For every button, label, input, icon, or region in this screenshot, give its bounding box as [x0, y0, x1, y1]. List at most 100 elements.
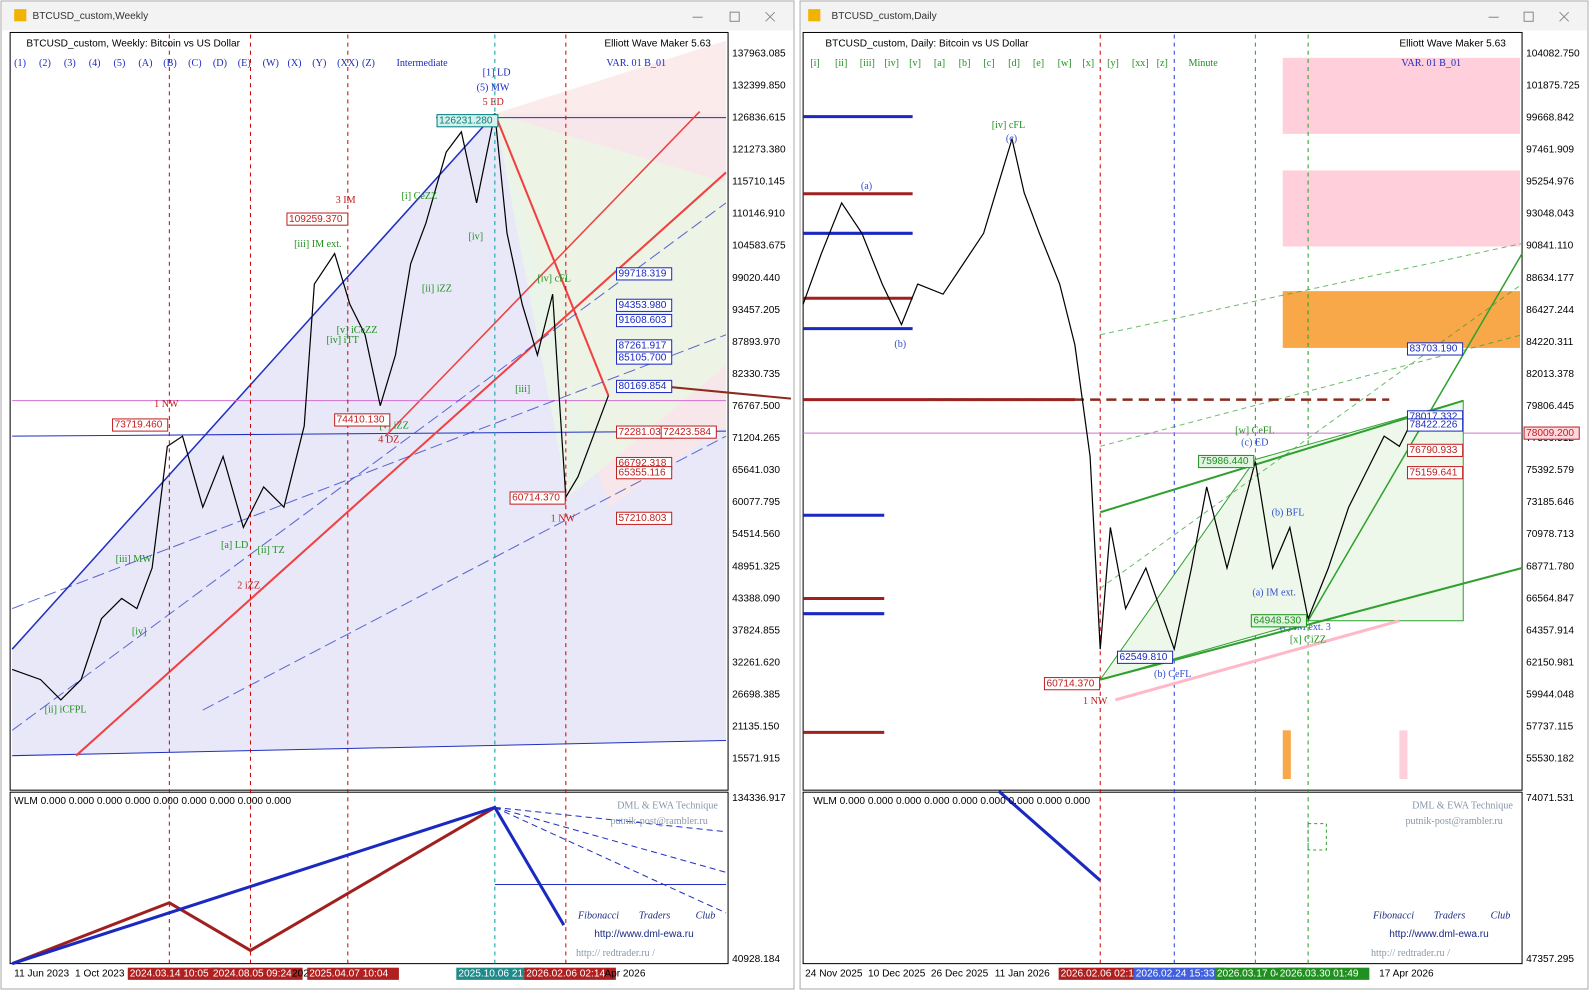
wave-button[interactable]: [w]: [1058, 58, 1072, 69]
wave-label: 1 NW: [551, 514, 576, 525]
price-axis-label: 86427.244: [1526, 305, 1574, 316]
wave-button[interactable]: (X): [287, 58, 301, 69]
wave-button[interactable]: (D): [213, 58, 227, 69]
price-box: 74410.130: [337, 415, 385, 426]
indicator-name: Elliott Wave Maker 5.63: [1399, 38, 1506, 49]
wave-button[interactable]: [z]: [1157, 58, 1168, 69]
chart-header: BTCUSD_custom, Daily: Bitcoin vs US Doll…: [825, 38, 1029, 49]
wave-button[interactable]: (XX): [337, 58, 358, 69]
wave-button[interactable]: (5): [114, 58, 126, 69]
footer-link[interactable]: http://www.dml-ewa.ru: [1389, 929, 1489, 940]
price-box-frame: [1250, 614, 1307, 628]
wave-button[interactable]: [ii]: [835, 58, 847, 69]
wave-label: [ii] iCFPL: [45, 704, 87, 715]
price-box-frame: [1523, 426, 1580, 440]
wave-label: (c) IM ext. 3: [1280, 622, 1331, 633]
price-box-frame: [616, 466, 673, 480]
watermark: DML & EWA Technique: [1412, 801, 1513, 812]
price-axis-label: 137963.085: [732, 48, 786, 59]
wave-button[interactable]: [iv]: [884, 58, 899, 69]
price-box: 76790.933: [1410, 445, 1458, 456]
window-title: BTCUSD_custom,Daily: [832, 11, 938, 22]
wave-button[interactable]: [x]: [1082, 58, 1094, 69]
sub-window: [9, 791, 729, 965]
wave-button[interactable]: [xx]: [1132, 58, 1149, 69]
price-box-frame: [616, 511, 673, 525]
wave-button[interactable]: (1): [14, 58, 26, 69]
wave-button[interactable]: [d]: [1008, 58, 1020, 69]
price-box: 99718.319: [619, 269, 667, 280]
wave-button[interactable]: (E): [238, 58, 251, 69]
wave-label: [a] LD: [221, 540, 248, 551]
wave-button[interactable]: [e]: [1033, 58, 1044, 69]
wave-button[interactable]: [a]: [934, 58, 945, 69]
daily-drawing: [802, 34, 1523, 964]
date-axis-label: 26 Dec 2025: [931, 968, 989, 979]
price-axis-label: 48951.325: [732, 561, 780, 572]
wave-button[interactable]: (4): [89, 58, 101, 69]
price-axis-label: 87893.970: [732, 337, 780, 348]
wave-button[interactable]: (B): [163, 58, 176, 69]
price-box: 64948.530: [1253, 615, 1301, 626]
price-box-frame: [286, 212, 349, 226]
price-box-frame: [1116, 650, 1174, 664]
degree-label[interactable]: Minute: [1188, 58, 1218, 69]
price-axis-label: 62150.981: [1526, 657, 1574, 668]
variant-label: VAR. 01 B_01: [606, 58, 666, 69]
wave-button[interactable]: (2): [39, 58, 51, 69]
price-axis-label: 115710.145: [732, 177, 785, 188]
price-box-frame: [1406, 443, 1464, 457]
price-axis-label: 93048.043: [1526, 209, 1574, 220]
price-axis-label: 99020.440: [732, 273, 780, 284]
footer-link[interactable]: http://www.dml-ewa.ru: [594, 929, 694, 940]
footer-text: Club: [1491, 910, 1511, 921]
price-axis-label: 126836.615: [732, 113, 786, 124]
price-box-frame: [112, 418, 169, 432]
wave-label: [v] iZZ: [379, 420, 409, 431]
date-axis-label: 2026.03.30 01:49: [1280, 968, 1359, 979]
wave-button[interactable]: (C): [188, 58, 201, 69]
wave-button[interactable]: (Z): [362, 58, 375, 69]
wave-button[interactable]: [y]: [1107, 58, 1119, 69]
wave-button[interactable]: (A): [138, 58, 152, 69]
wave-button[interactable]: [iii]: [860, 58, 875, 69]
window-controls: [692, 11, 1570, 22]
date-axis-label: Apr 2026: [604, 968, 645, 979]
wave-button[interactable]: [b]: [959, 58, 971, 69]
sub-axis-label: 134336.917: [732, 793, 786, 804]
footer-link[interactable]: http:// redtrader.ru /: [576, 948, 655, 959]
price-box-frame: [1406, 342, 1464, 356]
degree-label[interactable]: Intermediate: [396, 58, 448, 69]
footer-link[interactable]: http:// redtrader.ru /: [1371, 948, 1450, 959]
price-box: 73719.460: [115, 420, 163, 431]
price-box: 75986.440: [1201, 456, 1249, 467]
date-axis-label: 2026.02.06 02:14: [1061, 968, 1140, 979]
wave-button[interactable]: [i]: [810, 58, 820, 69]
date-highlight: [127, 967, 220, 980]
wave-label: [1] LD: [483, 67, 511, 78]
price-axis-label: 79806.445: [1526, 401, 1574, 412]
wave-button[interactable]: [v]: [909, 58, 921, 69]
wave-label: (c): [1006, 133, 1017, 144]
price-axis-label: 59944.048: [1526, 689, 1574, 700]
wave-label: [ii] TZ: [258, 545, 285, 556]
price-box: 109259.370: [289, 214, 343, 225]
price-axis-label: 70978.713: [1526, 529, 1574, 540]
wave-label: (b): [894, 339, 906, 350]
wave-label: [i] CeZZ: [402, 191, 438, 202]
wave-label: [iii] IM ext.: [294, 239, 342, 250]
wave-button[interactable]: (W): [263, 58, 279, 69]
price-box: 75159.641: [1410, 467, 1458, 478]
price-axis-label: 54514.560: [732, 529, 780, 540]
price-box: 62549.810: [1119, 652, 1167, 663]
price-axis-label: 64357.914: [1526, 625, 1574, 636]
wave-button[interactable]: (Y): [312, 58, 326, 69]
wave-label: 4 DZ: [378, 435, 399, 446]
price-axis-label: 37824.855: [732, 625, 780, 636]
price-axis-label: 82330.735: [732, 369, 780, 380]
price-box-frame: [1406, 466, 1464, 480]
wave-button[interactable]: [c]: [983, 58, 994, 69]
price-axis-label: 88634.177: [1526, 273, 1574, 284]
date-highlight: [1277, 967, 1370, 980]
wave-button[interactable]: (3): [64, 58, 76, 69]
